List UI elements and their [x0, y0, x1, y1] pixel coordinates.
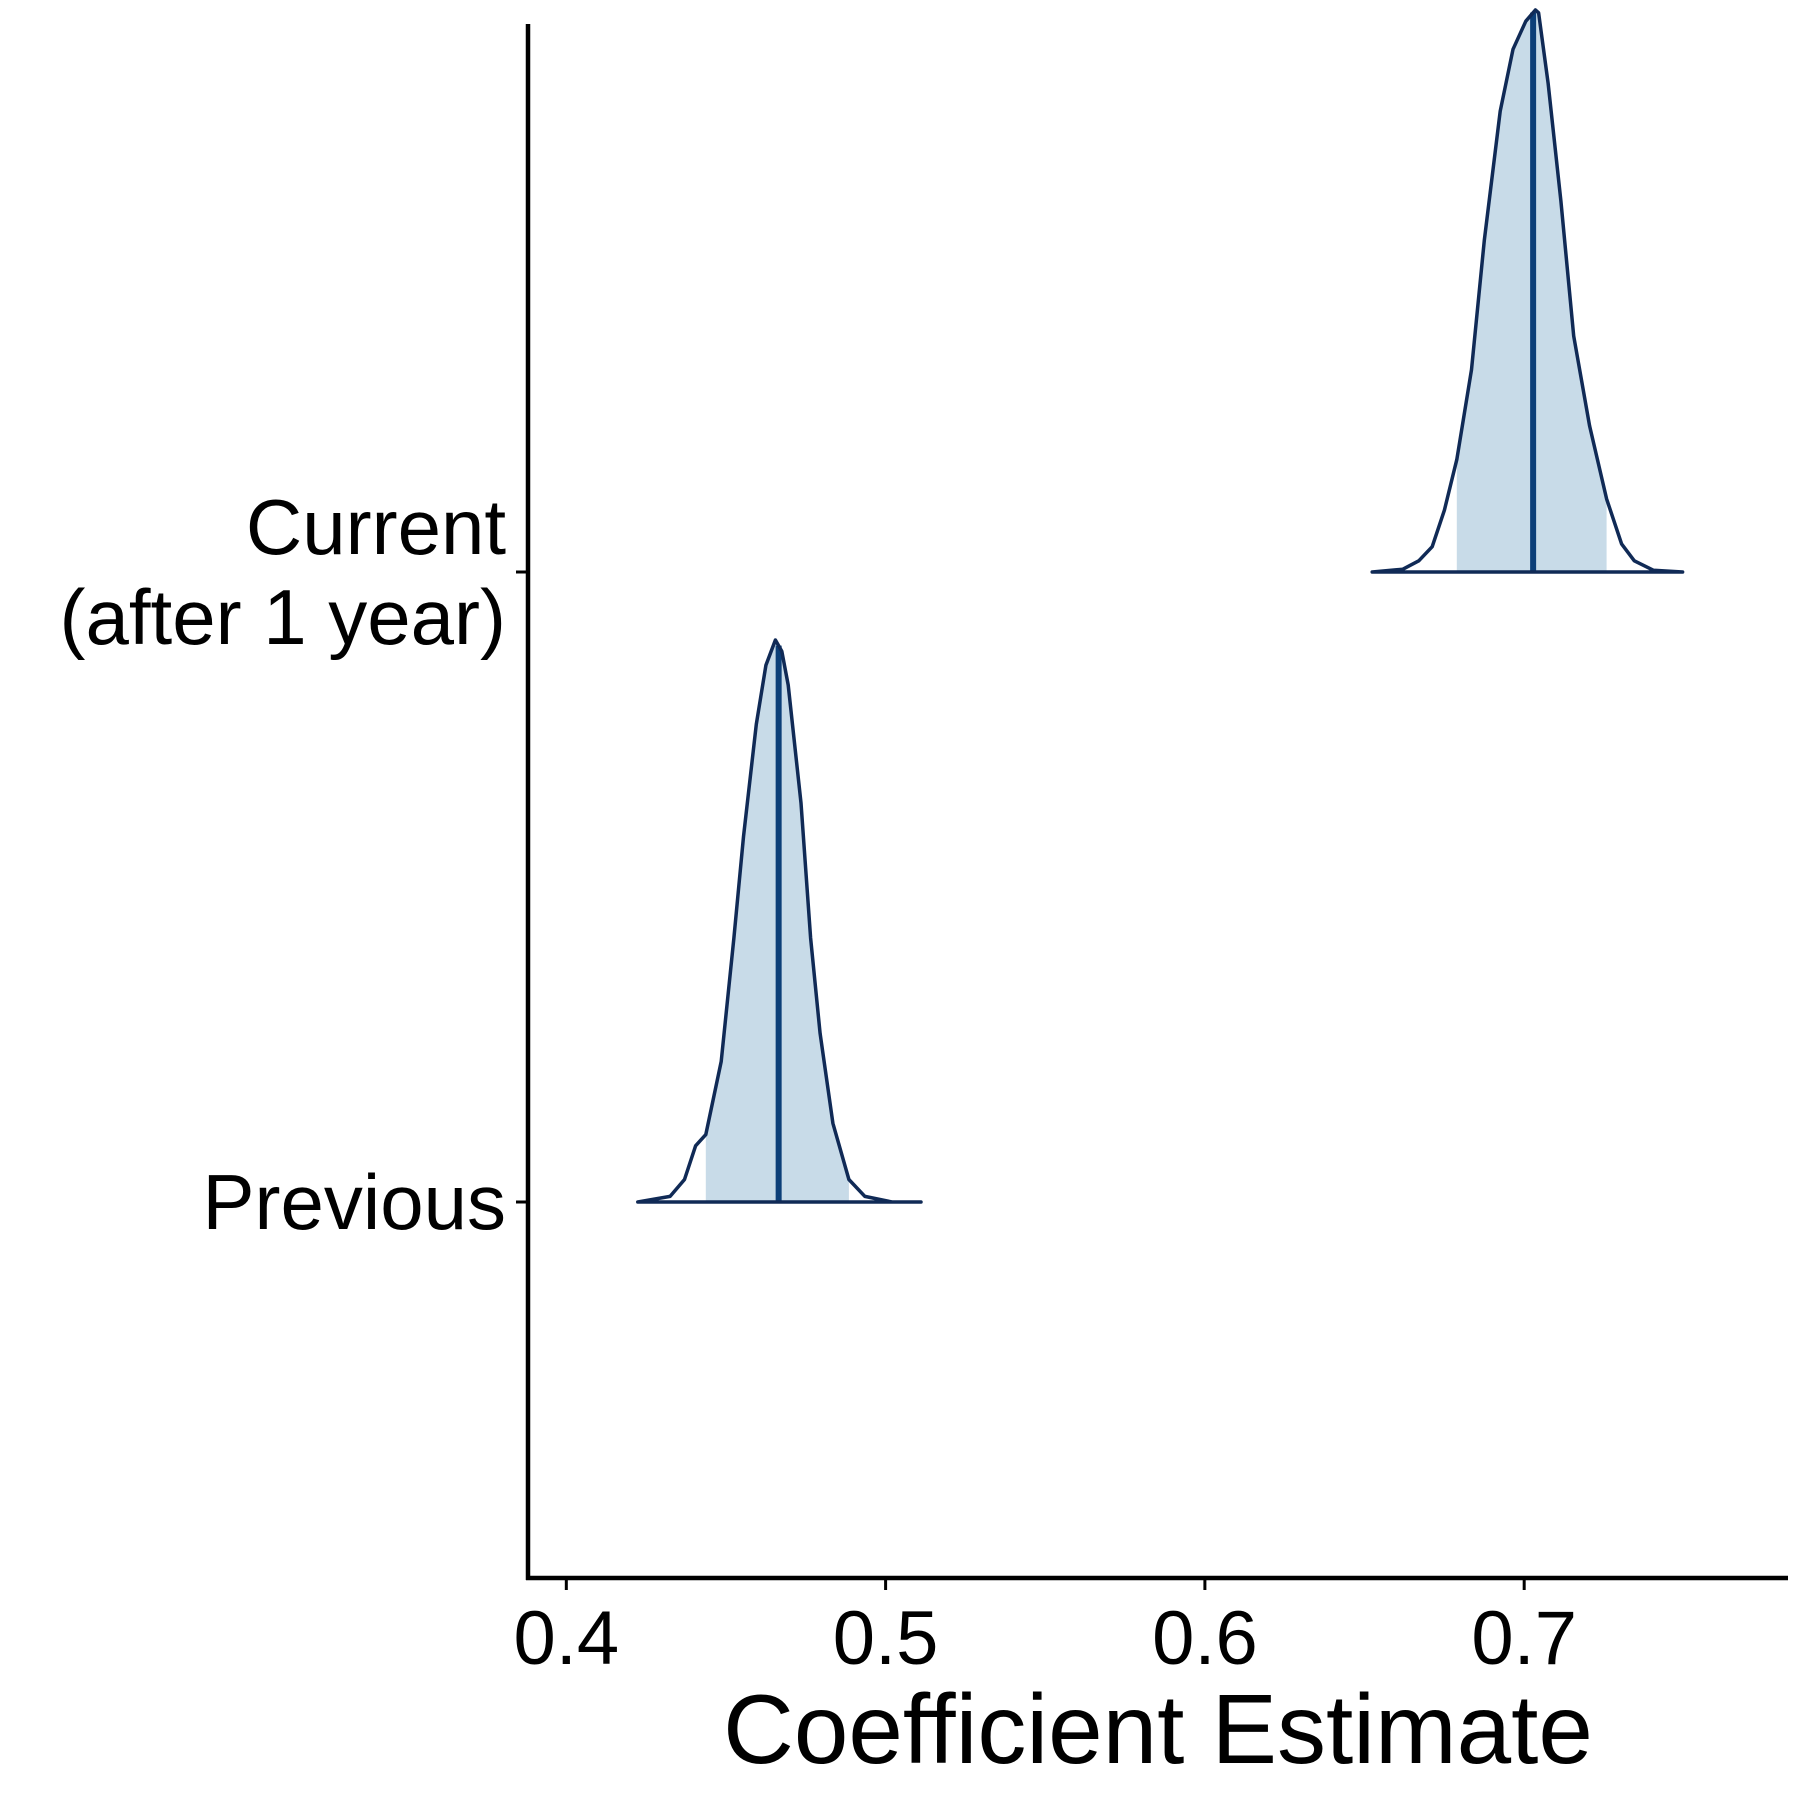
y-tick-label-current-line1: Current: [246, 483, 506, 571]
x-ticks-layer: 0.4 0.5 0.6 0.7: [513, 1578, 1577, 1681]
x-tick-label-0.6: 0.6: [1152, 1596, 1258, 1681]
x-tick-label-0.4: 0.4: [513, 1596, 619, 1681]
x-axis-title: Coefficient Estimate: [723, 1674, 1593, 1784]
y-ticks-layer: Previous Current(after 1 year): [60, 483, 528, 1246]
axes-layer: [525, 24, 1788, 1581]
x-tick-label-0.7: 0.7: [1471, 1596, 1577, 1681]
density-outline-previous: [636, 638, 923, 1204]
y-tick-label-previous: Previous: [203, 1158, 506, 1246]
y-tick-label-current-line2: (after 1 year): [60, 573, 506, 661]
ridges-layer: [636, 8, 1685, 1204]
density-outline-current: [1370, 8, 1685, 574]
x-tick-label-0.5: 0.5: [833, 1596, 939, 1681]
